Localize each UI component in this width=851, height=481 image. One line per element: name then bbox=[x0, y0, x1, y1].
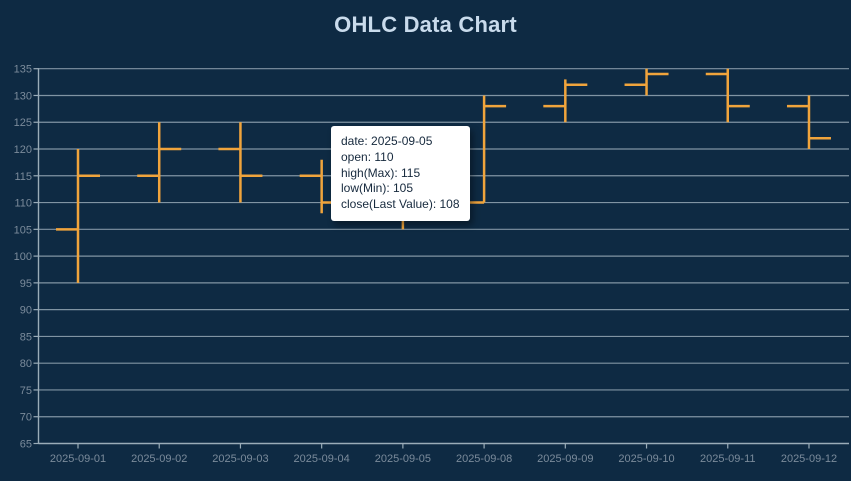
x-axis-label: 2025-09-01 bbox=[50, 453, 106, 465]
x-axis-label: 2025-09-12 bbox=[781, 453, 837, 465]
y-axis-label: 100 bbox=[14, 251, 32, 263]
x-axis-label: 2025-09-08 bbox=[456, 453, 512, 465]
tooltip-open: open: 110 bbox=[341, 149, 394, 164]
x-axis-label: 2025-09-09 bbox=[537, 453, 593, 465]
y-axis-label: 115 bbox=[14, 171, 32, 183]
y-axis-label: 125 bbox=[14, 117, 32, 129]
y-axis-label: 85 bbox=[20, 331, 32, 343]
tooltip: date: 2025-09-05 open: 110 high(Max): 11… bbox=[331, 126, 470, 221]
ohlc-bar-2025-09-09[interactable] bbox=[543, 79, 588, 123]
ohlc-bar-2025-09-01[interactable] bbox=[56, 149, 100, 283]
y-axis-label: 95 bbox=[20, 278, 32, 290]
tooltip-high: high(Max): 115 bbox=[341, 165, 421, 180]
x-axis-label: 2025-09-05 bbox=[375, 453, 431, 465]
y-axis-label: 65 bbox=[20, 439, 32, 451]
x-axis-label: 2025-09-04 bbox=[294, 453, 350, 465]
tooltip-date: date: 2025-09-05 bbox=[341, 134, 433, 148]
y-axis-label: 90 bbox=[20, 305, 32, 317]
y-axis-label: 75 bbox=[20, 385, 32, 397]
tooltip-low: low(Min): 105 bbox=[341, 181, 414, 196]
y-axis-label: 70 bbox=[20, 412, 32, 424]
ohlc-bar-2025-09-03[interactable] bbox=[218, 122, 263, 203]
x-axis-label: 2025-09-03 bbox=[212, 453, 268, 465]
y-axis-label: 105 bbox=[14, 224, 32, 236]
y-axis-label: 135 bbox=[14, 64, 32, 76]
y-axis-label: 80 bbox=[20, 358, 32, 370]
y-axis-label: 120 bbox=[14, 144, 32, 156]
x-axis-label: 2025-09-10 bbox=[618, 453, 674, 465]
chart-title: OHLC Data Chart bbox=[334, 12, 517, 37]
ohlc-bar-2025-09-10[interactable] bbox=[624, 68, 669, 96]
y-axis-label: 130 bbox=[14, 90, 32, 102]
x-axis-label: 2025-09-02 bbox=[131, 453, 187, 465]
ohlc-bar-2025-09-11[interactable] bbox=[705, 68, 750, 123]
tooltip-close: close(Last Value): 108 bbox=[341, 197, 460, 212]
x-axis-label: 2025-09-11 bbox=[700, 453, 755, 465]
ohlc-bar-2025-09-12[interactable] bbox=[786, 95, 831, 150]
y-axis-label: 110 bbox=[14, 198, 32, 210]
ohlc-bar-2025-09-02[interactable] bbox=[137, 122, 182, 203]
